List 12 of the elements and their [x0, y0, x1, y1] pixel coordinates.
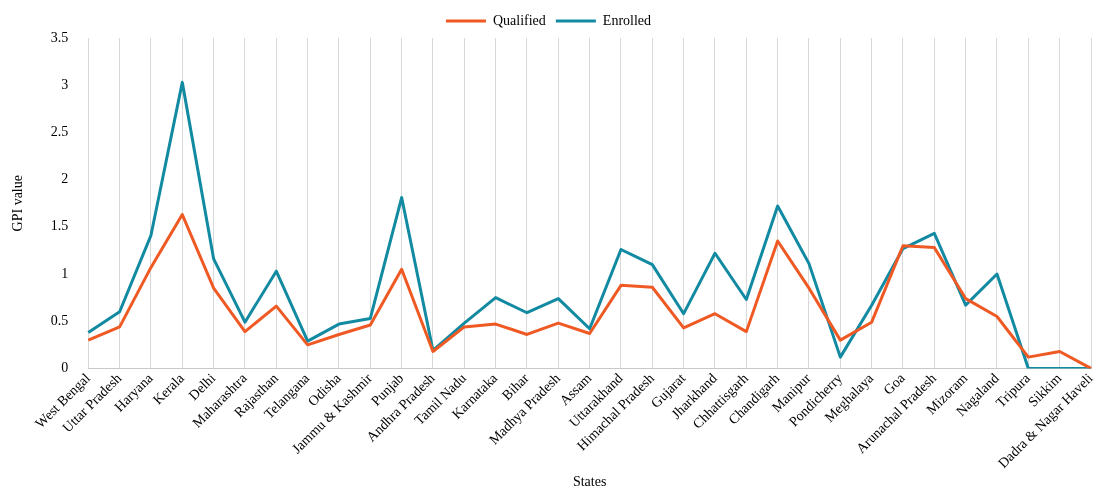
y-tick-label: 0.5 — [50, 312, 69, 328]
y-tick-label: 2 — [61, 171, 69, 187]
y-tick-label: 3.5 — [50, 29, 69, 45]
y-axis-title: GPI value — [10, 175, 26, 232]
y-tick-label: 2.5 — [50, 124, 69, 140]
y-tick-label: 3 — [61, 76, 69, 92]
y-tick-label: 1 — [61, 265, 69, 281]
x-axis-title: States — [572, 474, 607, 490]
y-tick-label: 1.5 — [50, 218, 69, 234]
y-tick-label: 0 — [61, 360, 69, 376]
legend-label: Qualified — [492, 12, 546, 28]
legend-label: Enrolled — [602, 12, 652, 28]
